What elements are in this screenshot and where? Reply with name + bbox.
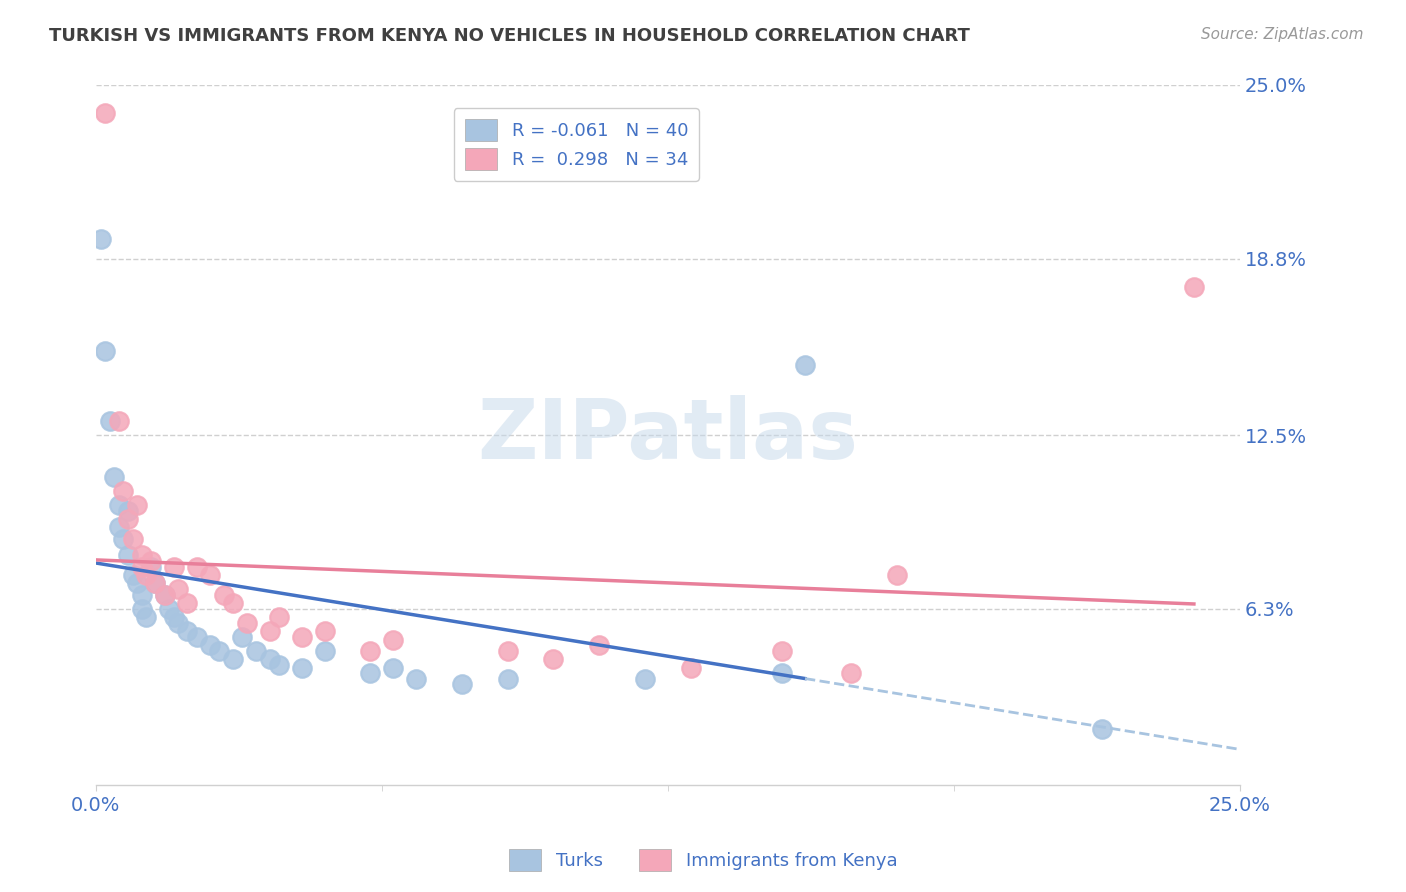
- Point: [112, 484, 135, 499]
- Point: [231, 630, 253, 644]
- Point: [259, 652, 281, 666]
- Point: [314, 624, 336, 639]
- Point: [267, 610, 290, 624]
- Text: TURKISH VS IMMIGRANTS FROM KENYA NO VEHICLES IN HOUSEHOLD CORRELATION CHART: TURKISH VS IMMIGRANTS FROM KENYA NO VEHI…: [49, 27, 970, 45]
- Point: [222, 596, 245, 610]
- Point: [186, 630, 208, 644]
- Point: [212, 588, 235, 602]
- Point: [107, 520, 129, 534]
- Point: [139, 554, 162, 568]
- Point: [139, 559, 162, 574]
- Point: [157, 601, 180, 615]
- Point: [770, 666, 793, 681]
- Point: [153, 588, 176, 602]
- Point: [679, 660, 702, 674]
- Point: [259, 624, 281, 639]
- Point: [770, 643, 793, 657]
- Text: Source: ZipAtlas.com: Source: ZipAtlas.com: [1201, 27, 1364, 42]
- Point: [98, 414, 121, 428]
- Point: [107, 414, 129, 428]
- Point: [543, 652, 565, 666]
- Point: [145, 576, 167, 591]
- Point: [117, 512, 139, 526]
- Point: [886, 568, 908, 582]
- Point: [200, 638, 222, 652]
- Point: [839, 666, 862, 681]
- Point: [208, 643, 231, 657]
- Point: [153, 588, 176, 602]
- Point: [186, 559, 208, 574]
- Legend: Turks, Immigrants from Kenya: Turks, Immigrants from Kenya: [502, 842, 904, 879]
- Point: [107, 498, 129, 512]
- Point: [117, 549, 139, 563]
- Point: [496, 643, 519, 657]
- Point: [94, 344, 117, 359]
- Point: [222, 652, 245, 666]
- Point: [359, 643, 381, 657]
- Point: [588, 638, 610, 652]
- Point: [135, 610, 157, 624]
- Point: [131, 601, 153, 615]
- Point: [634, 672, 657, 686]
- Point: [314, 643, 336, 657]
- Legend: R = -0.061   N = 40, R =  0.298   N = 34: R = -0.061 N = 40, R = 0.298 N = 34: [454, 108, 699, 181]
- Text: ZIPatlas: ZIPatlas: [477, 394, 858, 475]
- Point: [267, 657, 290, 672]
- Point: [163, 559, 186, 574]
- Point: [135, 568, 157, 582]
- Point: [1091, 722, 1114, 736]
- Point: [121, 568, 143, 582]
- Point: [176, 624, 198, 639]
- Point: [496, 672, 519, 686]
- Point: [117, 503, 139, 517]
- Point: [167, 615, 190, 630]
- Point: [94, 106, 117, 120]
- Point: [236, 615, 259, 630]
- Point: [145, 576, 167, 591]
- Point: [127, 498, 149, 512]
- Point: [794, 358, 817, 372]
- Point: [405, 672, 427, 686]
- Point: [176, 596, 198, 610]
- Point: [131, 588, 153, 602]
- Point: [245, 643, 267, 657]
- Point: [451, 677, 474, 691]
- Point: [103, 470, 125, 484]
- Point: [291, 630, 314, 644]
- Point: [200, 568, 222, 582]
- Point: [167, 582, 190, 596]
- Point: [89, 232, 111, 246]
- Point: [121, 532, 143, 546]
- Point: [131, 549, 153, 563]
- Point: [131, 559, 153, 574]
- Point: [359, 666, 381, 681]
- Point: [382, 632, 405, 647]
- Point: [127, 576, 149, 591]
- Point: [382, 660, 405, 674]
- Point: [1182, 279, 1205, 293]
- Point: [163, 610, 186, 624]
- Point: [112, 532, 135, 546]
- Point: [291, 660, 314, 674]
